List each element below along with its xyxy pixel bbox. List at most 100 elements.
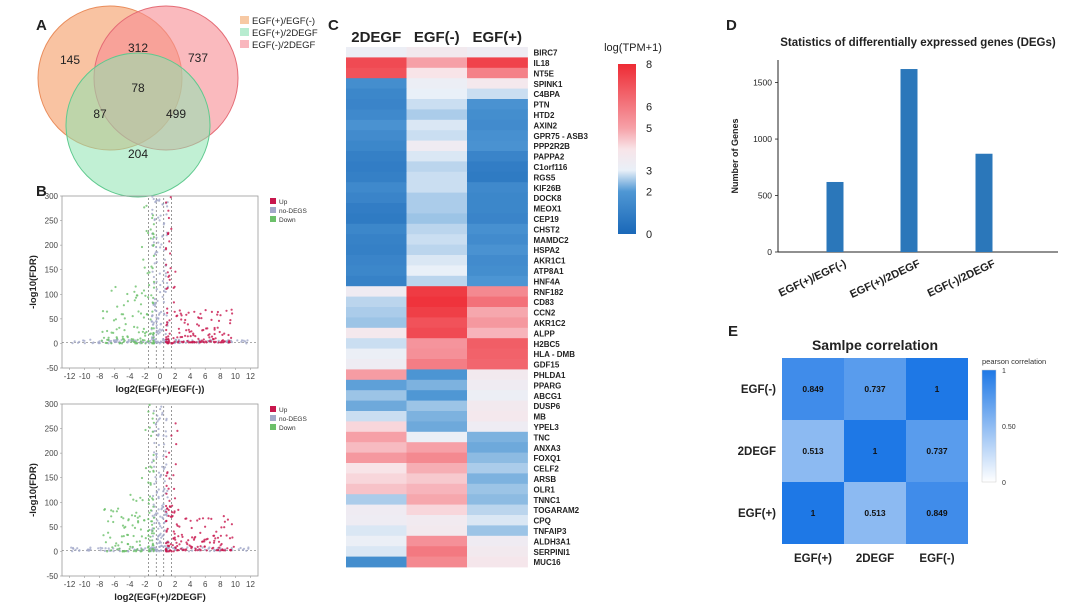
volcano-point [147, 340, 150, 343]
volcano-point [180, 533, 183, 536]
volcano-point [179, 312, 182, 315]
volcano-point [221, 333, 224, 336]
volcano-point [133, 290, 136, 293]
heatmap-cell [467, 151, 528, 162]
heatmap-cell [346, 379, 407, 391]
volcano-point [165, 324, 168, 327]
volcano-point [174, 338, 177, 341]
volcano-point [106, 329, 109, 333]
volcano-point [130, 514, 134, 517]
volcano-point [152, 503, 155, 506]
volcano-point [135, 342, 138, 345]
heatmap-cell [467, 130, 528, 141]
gene-label: CPQ [534, 517, 551, 526]
y-tick-label: 1500 [753, 78, 772, 88]
heatmap-cell [346, 421, 407, 433]
volcano-point [174, 270, 177, 273]
volcano-point [196, 549, 199, 552]
volcano-point [135, 499, 138, 502]
volcano-point [171, 504, 174, 507]
volcano-point [140, 535, 143, 538]
chart-title: Statistics of differentially expressed g… [780, 37, 1056, 49]
volcano-point [136, 338, 139, 341]
volcano-point [162, 503, 165, 506]
volcano-point [164, 332, 167, 336]
heatmap-cell [406, 421, 468, 433]
x-tick-label: 12 [246, 580, 255, 589]
heatmap-cell [406, 47, 468, 58]
volcano-point [148, 511, 151, 514]
correlation-heatmap: Samlpe correlation 0.849 0.737 1 EGF(-) 0.513… [738, 337, 1047, 565]
volcano-plot-1: -50 0 50 100 150 200 250 300 -12 -10 -8 -6 -4 -2 0 2 4 6 8… [28, 192, 307, 395]
volcano-point [127, 338, 130, 342]
volcano-point [102, 534, 105, 537]
heatmap-cell [467, 348, 528, 360]
volcano-point [152, 241, 155, 244]
volcano-point [203, 538, 206, 541]
volcano-point [153, 262, 156, 265]
volcano-point [152, 275, 155, 279]
volcano-point [246, 339, 249, 342]
heatmap-cell [346, 504, 407, 516]
colorbar-tick-label: 5 [646, 123, 652, 135]
row-label: 2DEGF [738, 446, 776, 458]
volcano-point [111, 546, 114, 549]
volcano-point [180, 540, 183, 543]
gene-label: TNC [534, 433, 551, 442]
x-tick-label: -10 [79, 580, 91, 589]
heatmap-cell [346, 67, 407, 79]
correlation-value: 0.513 [864, 508, 886, 518]
volcano-point [120, 342, 124, 345]
heatmap-cell [467, 286, 528, 297]
corr-colorbar-title: pearson correlation [982, 357, 1046, 366]
volcano-point [153, 218, 156, 222]
row-label: EGF(-) [741, 384, 776, 396]
volcano-point [140, 292, 143, 295]
volcano-point [166, 527, 169, 530]
volcano-point [152, 223, 155, 226]
gene-label: HLA - DMB [534, 350, 576, 359]
volcano-point [222, 515, 225, 518]
heatmap-cell [406, 255, 468, 266]
volcano-point [151, 310, 154, 313]
volcano-point [198, 341, 202, 344]
y-axis-label: Number of Genes [730, 118, 740, 193]
correlation-value: 0.737 [926, 446, 948, 456]
volcano-point [160, 473, 163, 476]
x-tick-label: 0 [158, 372, 163, 381]
volcano-point [115, 542, 118, 545]
volcano-point [165, 529, 168, 532]
gene-label: OLR1 [534, 485, 556, 494]
heatmap-cell [406, 348, 468, 360]
volcano-point [184, 318, 187, 322]
x-tick-label: 6 [203, 372, 208, 381]
volcano-point [83, 342, 86, 345]
heatmap-cell [467, 140, 528, 152]
volcano-point [134, 296, 138, 299]
volcano-point [219, 314, 222, 317]
heatmap-cell [467, 307, 528, 318]
volcano-point [137, 331, 140, 334]
venn-count-bc: 499 [166, 107, 186, 121]
legend-swatch [270, 216, 276, 222]
venn-legend-label-3: EGF(-)/2DEGF [252, 40, 316, 51]
x-tick-label: 2 [173, 580, 178, 589]
y-axis-label: -log10(FDR) [28, 255, 39, 309]
heatmap-cell [346, 151, 407, 162]
heatmap-cell [346, 244, 407, 256]
volcano-point [187, 341, 190, 344]
volcano-point [148, 403, 151, 407]
x-tick-label: -10 [79, 372, 91, 381]
volcano-point [166, 321, 169, 324]
gene-label: DUSP6 [534, 402, 561, 411]
volcano-point [158, 272, 161, 275]
volcano-point [143, 266, 146, 269]
volcano-point [164, 340, 168, 343]
heatmap-cell [406, 88, 468, 100]
x-tick-label: -6 [111, 372, 119, 381]
heatmap-cell [467, 400, 528, 412]
volcano-point [127, 550, 130, 553]
volcano-point [216, 326, 219, 329]
volcano-point [103, 508, 106, 511]
volcano-point [170, 515, 173, 519]
